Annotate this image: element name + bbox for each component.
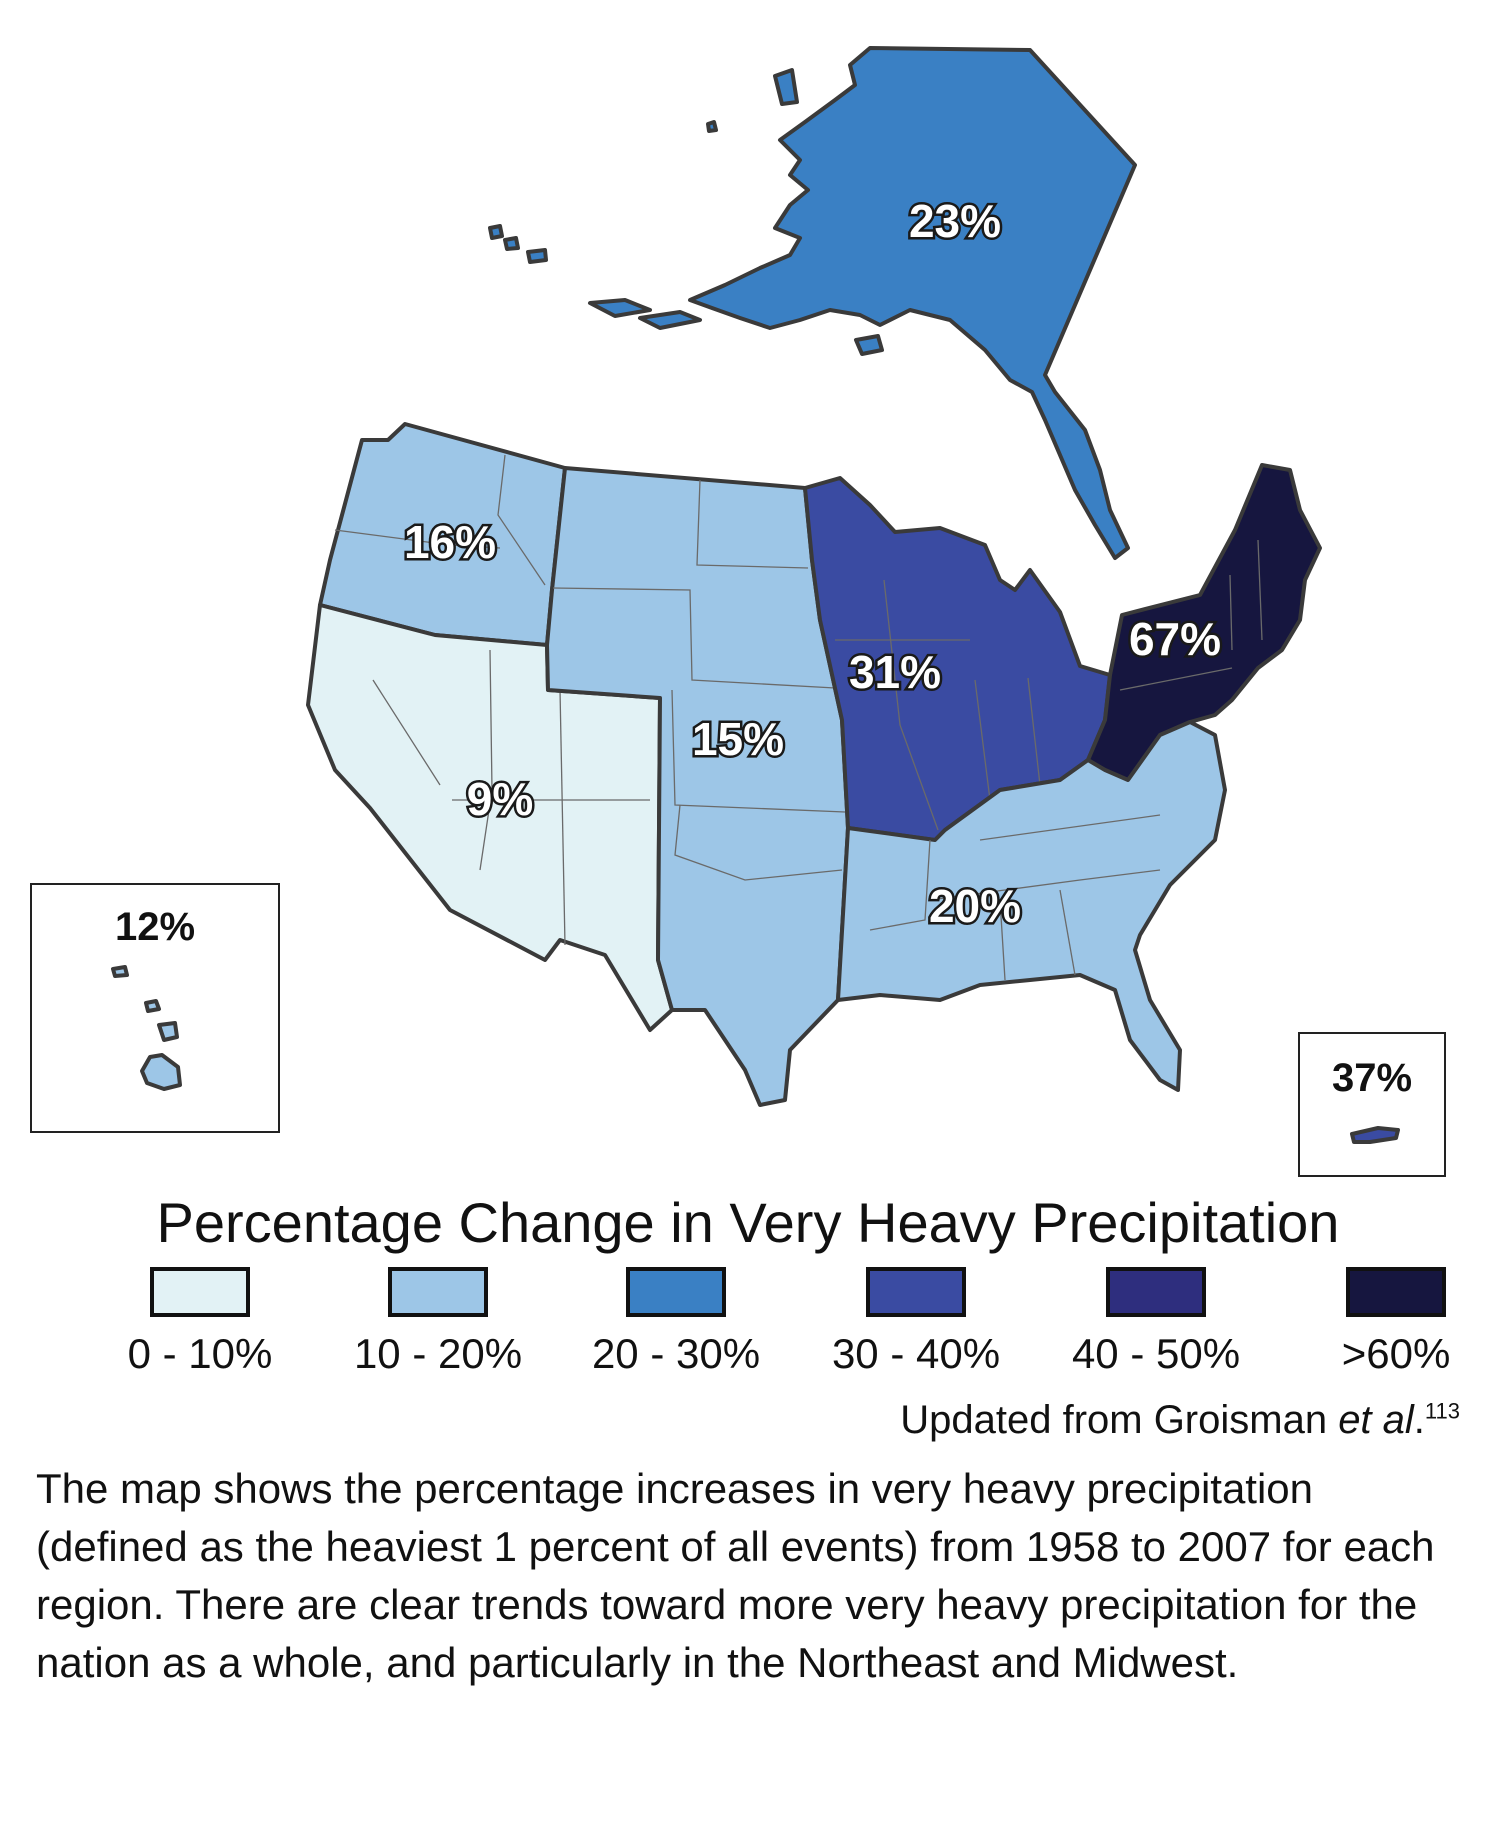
credit-suffix: . xyxy=(1413,1398,1425,1442)
legend-swatch-20-30 xyxy=(626,1267,726,1317)
hawaii-inset: 12% xyxy=(30,883,280,1133)
legend-label-40-50: 40 - 50% xyxy=(1071,1330,1241,1377)
midwest-region: 31% xyxy=(803,476,1112,842)
hawaii-islands xyxy=(111,965,182,1091)
puerto-rico-label: 37% xyxy=(1331,1056,1413,1100)
puerto-rico-island xyxy=(1350,1126,1400,1144)
credit-italic: et al xyxy=(1338,1398,1414,1442)
region-label-great-plains: 15% xyxy=(692,713,784,765)
legend-swatch-gt-60 xyxy=(1346,1267,1446,1317)
legend-label-10-20: 10 - 20% xyxy=(353,1330,523,1377)
region-label-northwest: 16% xyxy=(404,516,496,568)
legend-swatch-40-50 xyxy=(1106,1267,1206,1317)
puerto-rico-inset: 37% xyxy=(1298,1032,1446,1177)
legend-swatch-0-10 xyxy=(150,1267,250,1317)
legend-label-30-40: 30 - 40% xyxy=(831,1330,1001,1377)
region-label-alaska: 23% xyxy=(909,195,1001,247)
legend-swatch-30-40 xyxy=(866,1267,966,1317)
region-label-southwest: 9% xyxy=(467,773,533,825)
region-label-southeast: 20% xyxy=(929,880,1021,932)
northwest-region: 16% xyxy=(318,422,567,647)
alaska-region: 23% xyxy=(488,46,1137,560)
hawaii-label: 12% xyxy=(114,905,196,949)
northeast-region: 67% xyxy=(1086,463,1322,782)
region-label-northeast: 67% xyxy=(1129,613,1221,665)
map-caption: The map shows the percentage increases i… xyxy=(36,1465,1435,1686)
credit-reference: 113 xyxy=(1424,1398,1460,1424)
us-regions-map: 23% 16% 9% 15% 31% 6 xyxy=(306,46,1322,1107)
great-plains-region: 15% xyxy=(545,466,850,1107)
southeast-region: 20% xyxy=(836,720,1227,1092)
legend-swatch-10-20 xyxy=(388,1267,488,1317)
legend-label-0-10: 0 - 10% xyxy=(127,1330,273,1377)
credit-prefix: Updated from Groisman xyxy=(900,1398,1339,1442)
legend-title: Percentage Change in Very Heavy Precipit… xyxy=(156,1191,1340,1254)
legend-label-gt-60: >60% xyxy=(1341,1330,1451,1377)
region-label-midwest: 31% xyxy=(849,646,941,698)
legend-label-20-30: 20 - 30% xyxy=(591,1330,761,1377)
source-credit: Updated from Groisman et al.113 xyxy=(900,1398,1460,1443)
